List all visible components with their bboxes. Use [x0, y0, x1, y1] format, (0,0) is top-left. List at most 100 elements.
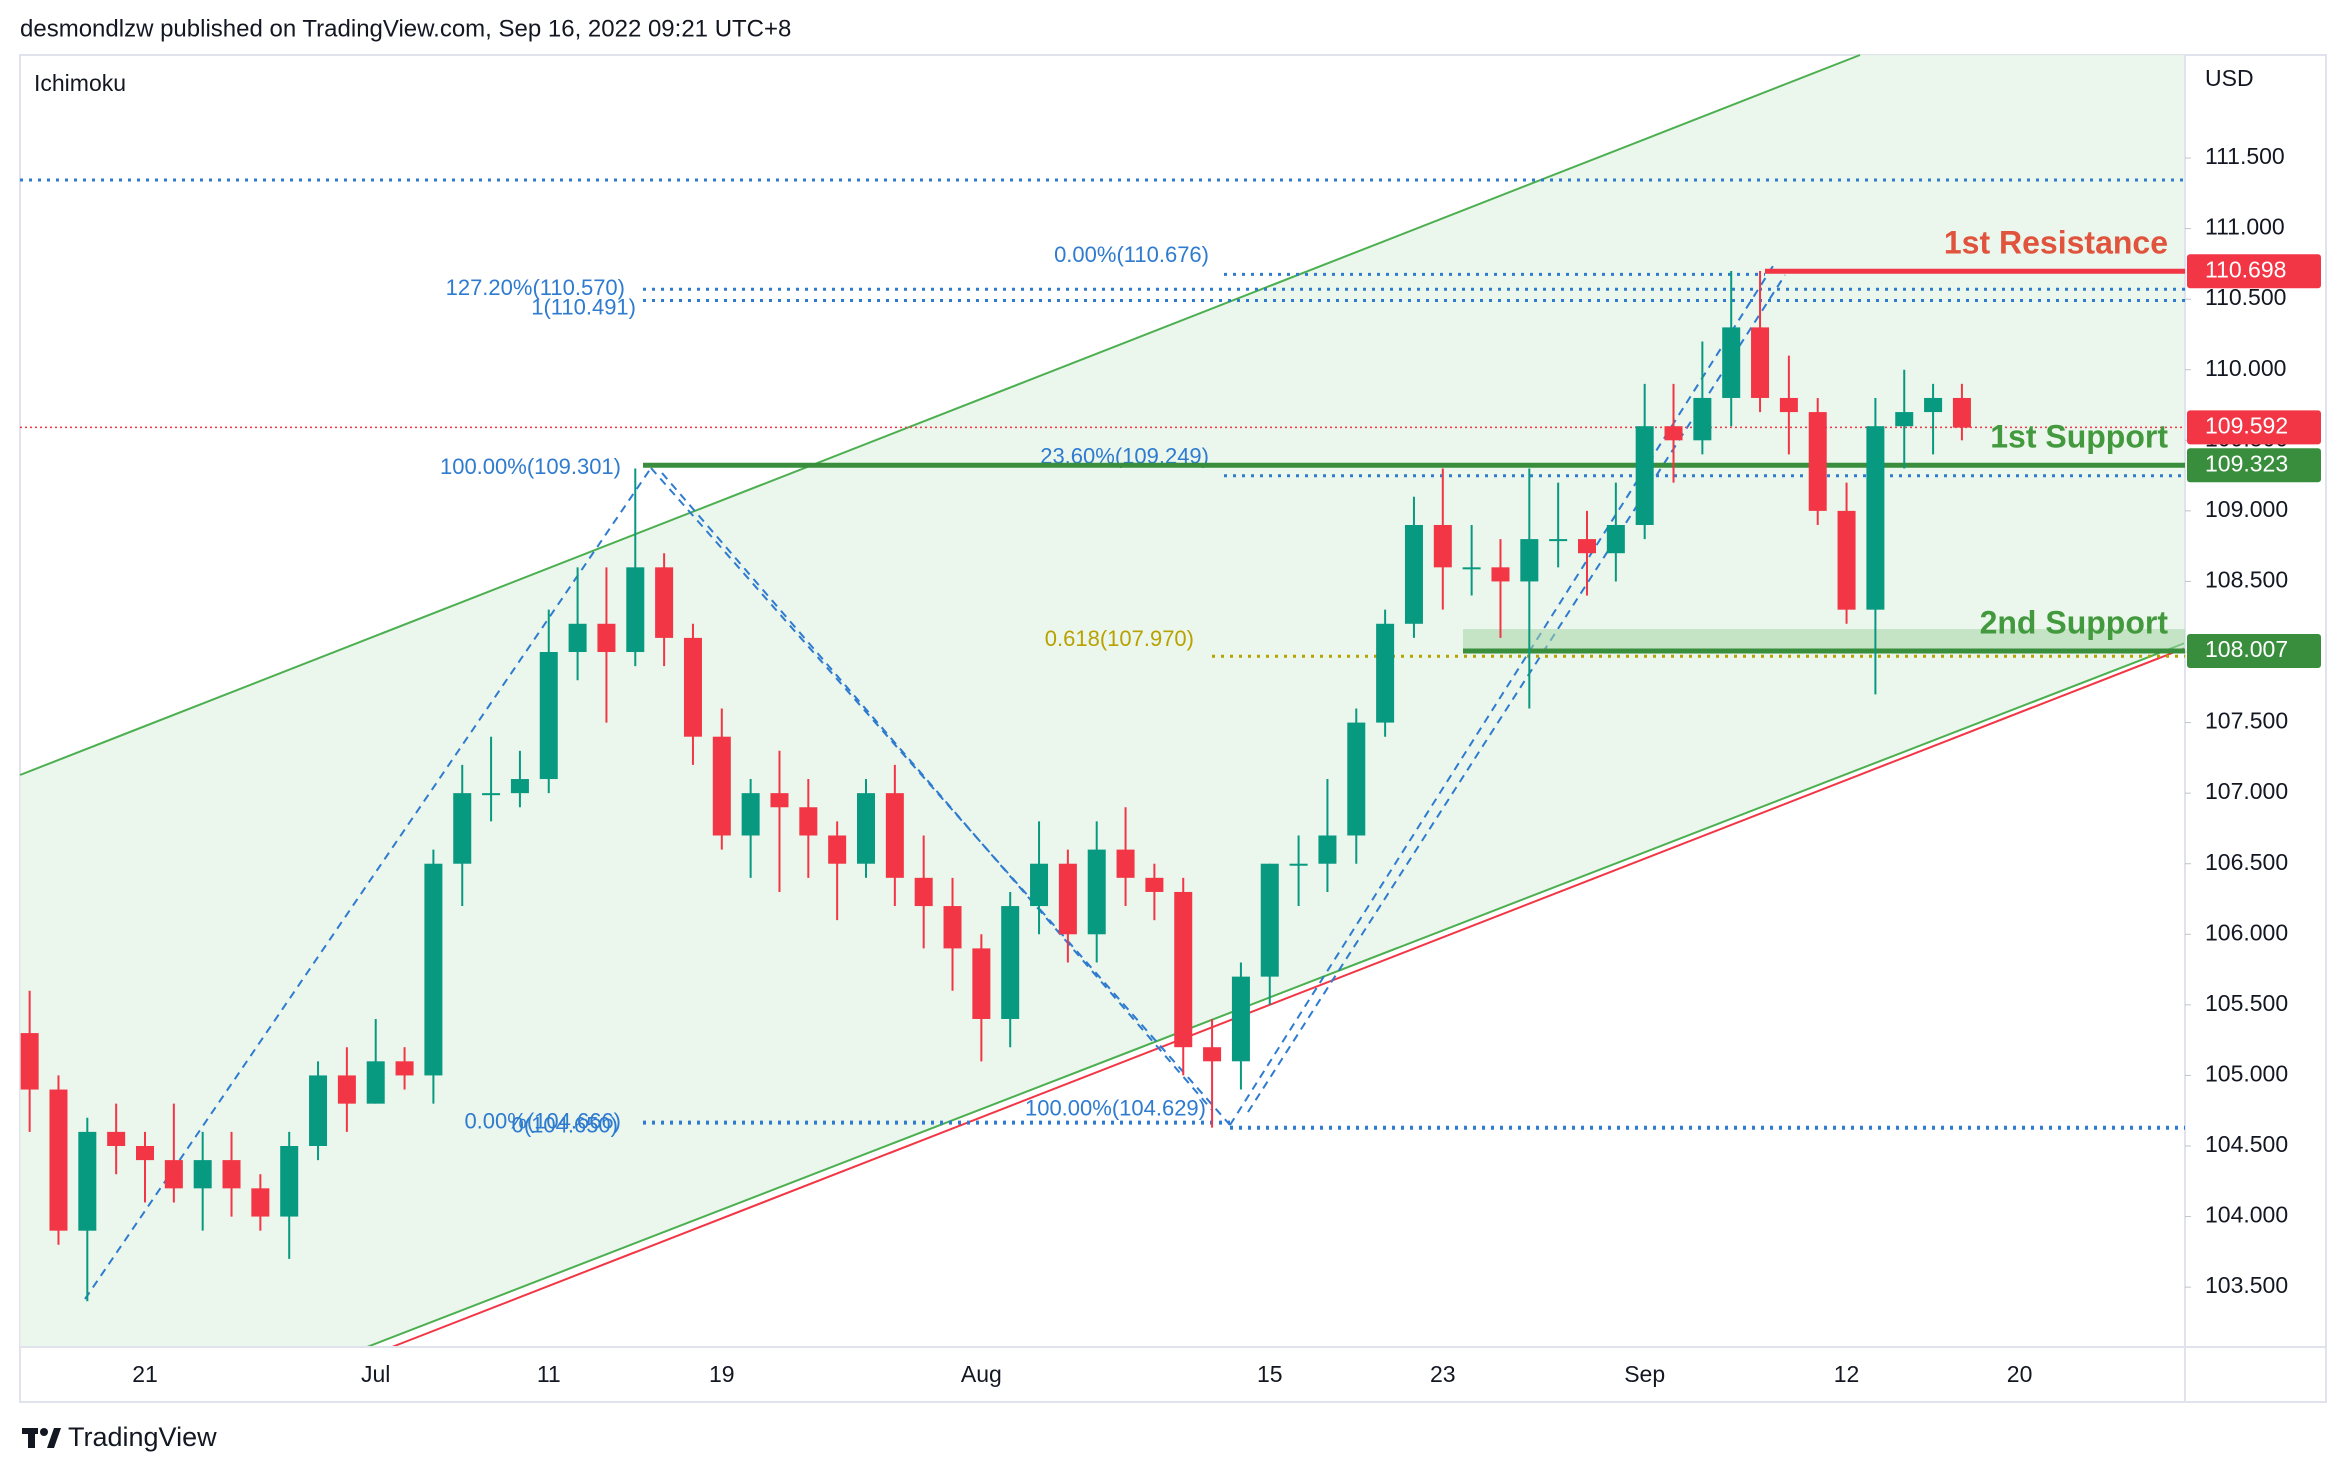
candle-body	[49, 1089, 68, 1231]
y-tick-label: 111.000	[2205, 214, 2285, 240]
candle-body	[510, 779, 529, 794]
support-zone	[1463, 629, 2185, 652]
channel-lower	[366, 642, 2186, 1348]
last-price-tag-bg	[2187, 410, 2321, 445]
x-tick-label: 11	[537, 1361, 561, 1387]
candle-body	[626, 567, 645, 653]
y-tick-label: 106.000	[2205, 919, 2288, 945]
candle-body	[828, 835, 847, 864]
candle-body	[20, 1033, 39, 1090]
candle-body	[453, 793, 472, 864]
candle-body	[78, 1131, 97, 1231]
candle-body	[1664, 426, 1683, 441]
channel-upper	[19, 54, 1861, 776]
candle-body	[1578, 539, 1596, 554]
candle-body	[280, 1145, 299, 1217]
fib-label: 0.00%(104.666)	[464, 1108, 621, 1133]
indicator-label: Ichimoku	[34, 70, 126, 96]
candle-body	[712, 736, 731, 836]
y-tick-label: 107.000	[2205, 778, 2288, 804]
candle-body	[1952, 397, 1971, 428]
footer: TradingView	[68, 1422, 217, 1452]
candle-body	[885, 793, 904, 878]
candle-body	[1433, 524, 1452, 568]
logo-part	[40, 1428, 48, 1436]
last-price-tag: 109.592	[2205, 412, 2288, 438]
candle-body	[972, 948, 991, 1019]
candle-body	[770, 793, 789, 808]
candle-body	[482, 793, 501, 796]
candle-body	[1145, 877, 1164, 892]
candle-body	[222, 1160, 241, 1189]
candle-body	[1001, 906, 1020, 1019]
fib-leg	[1229, 265, 1774, 1126]
x-tick-label: 23	[1430, 1361, 1456, 1387]
x-tick-label: 21	[132, 1361, 158, 1387]
y-tick-label: 104.500	[2205, 1131, 2288, 1157]
candle-body	[1058, 863, 1077, 935]
candle-body	[1030, 863, 1049, 907]
candle-body	[568, 623, 587, 653]
header: desmondlzw published on TradingView.com,…	[20, 15, 791, 42]
candle-body	[366, 1061, 385, 1104]
level-price-tag-bg	[2187, 254, 2321, 289]
level-price-tag: 109.323	[2205, 450, 2288, 476]
level-name: 1st Resistance	[1944, 225, 2168, 261]
level-price-tag: 110.698	[2205, 256, 2286, 282]
candle-body	[1116, 849, 1135, 878]
tv-logo	[22, 1428, 61, 1448]
candle-body	[539, 652, 558, 780]
fib-label: 100.00%(104.629)	[1025, 1096, 1206, 1121]
y-tick-label: 109.000	[2205, 496, 2288, 522]
x-tick-label: 12	[1834, 1361, 1860, 1387]
x-tick-label: 15	[1257, 1361, 1283, 1387]
candle-body	[1404, 524, 1423, 624]
x-tick-label: Jul	[361, 1361, 390, 1387]
fib-label: 0.00%(110.676)	[1054, 242, 1209, 267]
candle-body	[424, 863, 443, 1076]
fib-label: 0(104.650)	[512, 1113, 618, 1138]
candle-body	[597, 623, 616, 653]
y-tick-label: 104.000	[2205, 1202, 2288, 1228]
candle-body	[683, 637, 702, 737]
level-price-tag: 108.007	[2205, 636, 2288, 662]
candle-body	[1924, 397, 1943, 413]
y-tick-label: 108.500	[2205, 567, 2288, 593]
candle-body	[1808, 412, 1827, 511]
candle-body	[857, 793, 875, 864]
y-tick-label: 110.500	[2205, 284, 2286, 310]
candle-body	[395, 1061, 414, 1076]
candle-body	[1174, 891, 1193, 1048]
candle-body	[1520, 539, 1539, 582]
logo-part	[47, 1428, 61, 1448]
y-tick-label: 107.500	[2205, 708, 2288, 734]
x-tick-label: 19	[709, 1361, 735, 1387]
fib-leg	[661, 472, 1213, 1111]
y-tick-label: 111.500	[2205, 143, 2285, 169]
y-tick-label: 106.500	[2205, 849, 2288, 875]
candle-body	[1203, 1047, 1222, 1062]
logo-part	[28, 1428, 35, 1448]
candle-body	[1347, 722, 1366, 836]
candle-body	[1462, 567, 1481, 570]
candle-body	[1895, 412, 1914, 427]
candle-body	[193, 1160, 212, 1189]
x-tick-label: Aug	[961, 1361, 1002, 1387]
candle-body	[914, 877, 933, 907]
candle-body	[799, 807, 818, 836]
candle-body	[309, 1075, 328, 1146]
candle-body	[1693, 397, 1712, 441]
candle-body	[943, 906, 962, 949]
candle-body	[1376, 623, 1395, 723]
level-price-tag-bg	[2187, 634, 2321, 669]
candle-body	[1318, 835, 1337, 864]
trend-line	[391, 647, 2186, 1348]
y-tick-label: 103.500	[2205, 1272, 2288, 1298]
fib-label: 100.00%(109.301)	[440, 454, 621, 479]
level-name: 2nd Support	[1980, 604, 2169, 640]
fib-label: 127.20%(110.570)	[446, 275, 625, 300]
candle-body	[1606, 524, 1625, 554]
candle-body	[1779, 397, 1798, 413]
